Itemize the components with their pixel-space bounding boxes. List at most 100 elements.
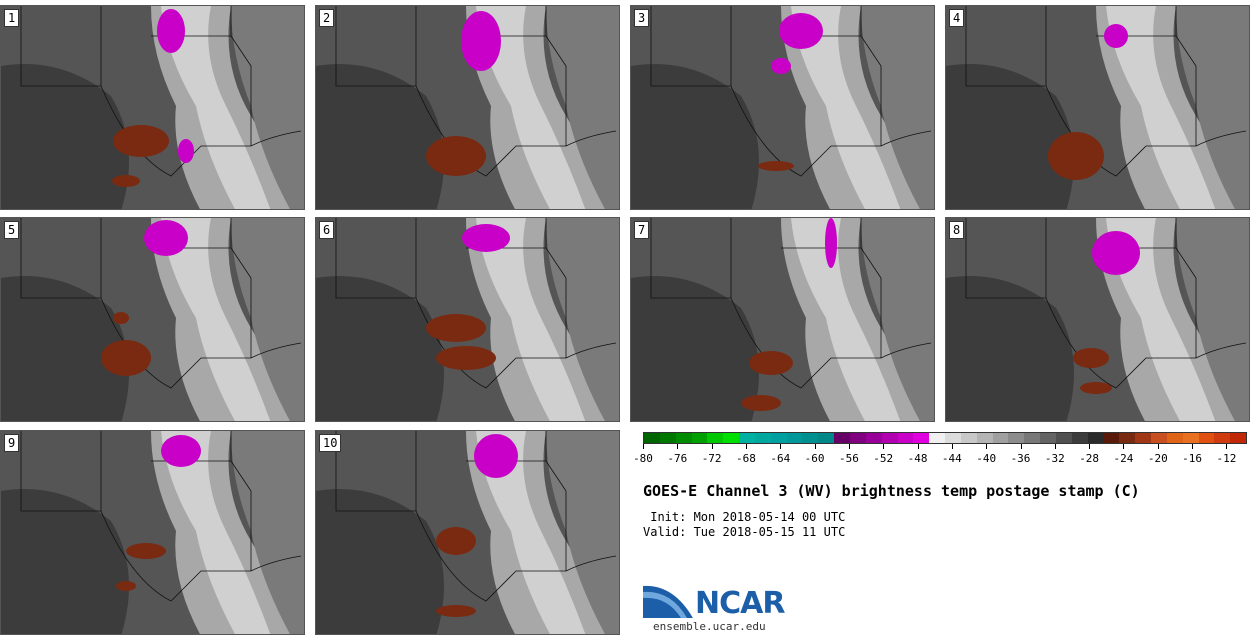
colorbar-tick-label: -60 — [804, 452, 825, 465]
colorbar-tick — [780, 444, 782, 449]
colorbar-segment — [897, 433, 914, 443]
colorbar-segment — [945, 433, 961, 443]
colorbar-segment — [1214, 433, 1231, 443]
colorbar-segment — [818, 433, 835, 443]
colorbar-tick — [1089, 444, 1091, 449]
colorbar-segment — [1103, 433, 1120, 443]
ncar-logo-text: NCAR — [695, 586, 785, 621]
colorbar-segment — [786, 433, 803, 443]
colorbar-tick-label: -72 — [701, 452, 722, 465]
colorbar-tick-label: -28 — [1079, 452, 1100, 465]
panel-number: 6 — [319, 221, 335, 239]
colorbar-segment — [1071, 433, 1088, 443]
colorbar-ticks: -80 -76 -72 -68 -64 -60 -56 -52 -48 -44 -40 -36 -32 -… — [633, 444, 1247, 468]
ncar-logo-icon — [643, 581, 695, 618]
colorbar-tick — [951, 444, 953, 449]
wv-brightness-map — [1, 6, 304, 209]
panel-number: 9 — [4, 434, 20, 452]
colorbar-segment — [1008, 433, 1025, 443]
wv-brightness-map — [946, 6, 1249, 209]
postage-stamp-panel: 7 — [630, 217, 935, 422]
colorbar-tick-label: -12 — [1216, 452, 1237, 465]
postage-stamp-panel: 1 — [0, 5, 305, 210]
wv-brightness-map — [316, 6, 619, 209]
colorbar-segment — [1230, 433, 1247, 443]
colorbar-tick-label: -52 — [873, 452, 894, 465]
colorbar-segment — [881, 433, 898, 443]
colorbar-segment — [707, 433, 724, 443]
panel-number: 4 — [949, 9, 965, 27]
panel-number: 10 — [319, 434, 342, 452]
colorbar-segment — [929, 433, 946, 443]
colorbar-segment — [1024, 433, 1041, 443]
colorbar-segment — [723, 433, 740, 443]
colorbar-segment — [1040, 433, 1056, 443]
wv-brightness-map — [316, 218, 619, 421]
colorbar-tick-label: -76 — [667, 452, 688, 465]
colorbar-segment — [1119, 433, 1136, 443]
colorbar-segment — [802, 433, 819, 443]
colorbar-tick — [1192, 444, 1194, 449]
colorbar-tick — [917, 444, 919, 449]
colorbar-segment — [865, 433, 882, 443]
colorbar-tick — [643, 444, 644, 449]
colorbar-tick — [1123, 444, 1125, 449]
colorbar-tick — [814, 444, 816, 449]
wv-brightness-map — [946, 218, 1249, 421]
panel-number: 8 — [949, 221, 965, 239]
colorbar-tick-label: -32 — [1044, 452, 1065, 465]
colorbar-segment — [770, 433, 787, 443]
colorbar-tick — [848, 444, 850, 449]
figure-title: GOES-E Channel 3 (WV) brightness temp po… — [643, 482, 1140, 500]
colorbar-tick-label: -80 — [633, 452, 653, 465]
postage-stamp-panel: 6 — [315, 217, 620, 422]
colorbar-segment — [1055, 433, 1072, 443]
colorbar-tick-label: -68 — [736, 452, 756, 465]
colorbar-tick — [677, 444, 679, 449]
colorbar-tick-label: -64 — [770, 452, 791, 465]
wv-brightness-map — [316, 431, 619, 634]
colorbar-tick-label: -40 — [976, 452, 997, 465]
colorbar-tick — [711, 444, 713, 449]
colorbar-tick — [1157, 444, 1159, 449]
panel-number: 3 — [634, 9, 650, 27]
colorbar-tick-label: -56 — [838, 452, 859, 465]
colorbar-segment — [913, 433, 930, 443]
postage-stamp-panel: 4 — [945, 5, 1250, 210]
colorbar-tick — [745, 444, 747, 449]
colorbar-tick — [883, 444, 885, 449]
colorbar-tick-label: -16 — [1182, 452, 1203, 465]
colorbar-tick-label: -48 — [907, 452, 928, 465]
panel-number: 5 — [4, 221, 20, 239]
colorbar-segment — [644, 433, 660, 443]
colorbar-segment — [1198, 433, 1215, 443]
postage-stamp-panel: 8 — [945, 217, 1250, 422]
ensemble-url: ensemble.ucar.edu — [653, 620, 766, 633]
wv-brightness-map — [631, 218, 934, 421]
colorbar-tick-label: -44 — [941, 452, 962, 465]
wv-brightness-map — [1, 218, 304, 421]
init-time: Init: Mon 2018-05-14 00 UTC — [643, 510, 846, 524]
colorbar-segment — [960, 433, 977, 443]
valid-time: Valid: Tue 2018-05-15 11 UTC — [643, 525, 846, 539]
colorbar-tick-label: -36 — [1010, 452, 1031, 465]
colorbar-tick — [1020, 444, 1022, 449]
colorbar-segment — [1135, 433, 1151, 443]
panel-number: 1 — [4, 9, 20, 27]
colorbar-segment — [739, 433, 755, 443]
colorbar — [643, 432, 1247, 444]
wv-brightness-map — [631, 6, 934, 209]
wv-brightness-map — [1, 431, 304, 634]
postage-stamp-panel: 5 — [0, 217, 305, 422]
colorbar-segment — [1151, 433, 1167, 443]
panel-number: 2 — [319, 9, 335, 27]
colorbar-segment — [1182, 433, 1199, 443]
colorbar-tick-label: -20 — [1147, 452, 1168, 465]
colorbar-tick — [1054, 444, 1056, 449]
panel-number: 7 — [634, 221, 650, 239]
postage-stamp-panel: 2 — [315, 5, 620, 210]
colorbar-segment — [1087, 433, 1104, 443]
colorbar-segment — [1166, 433, 1183, 443]
postage-stamp-panel: 9 — [0, 430, 305, 635]
postage-stamp-panel: 10 — [315, 430, 620, 635]
